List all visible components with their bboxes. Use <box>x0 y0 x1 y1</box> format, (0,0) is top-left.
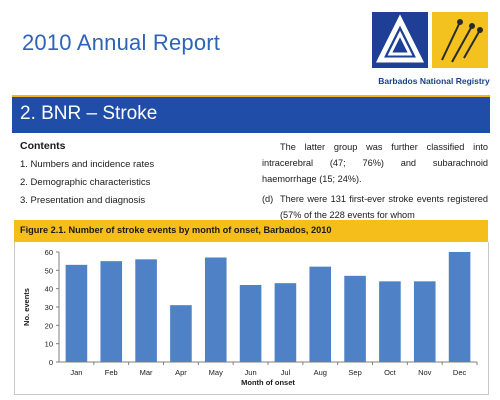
contents-item: 3. Presentation and diagnosis <box>20 195 146 206</box>
x-tick-label: Jul <box>281 368 291 377</box>
bar-nov <box>413 281 436 362</box>
x-tick-label: Jun <box>245 368 257 377</box>
y-axis-title: No. events <box>22 288 31 326</box>
x-axis-title: Month of onset <box>241 378 295 387</box>
chart-frame: 0 10 20 30 40 50 60 Jan Feb Mar Apr May Jun Jul Aug Sep… <box>14 242 489 395</box>
figure-caption: Figure 2.1. Number of stroke events by m… <box>20 225 332 235</box>
body-paragraph: The latter group was further classified … <box>262 142 488 184</box>
stroke-events-bar-chart: 0 10 20 30 40 50 60 Jan Feb Mar Apr May Jun Jul Aug Sep… <box>22 248 478 387</box>
x-tick-label: Mar <box>140 368 153 377</box>
logo-dot-1 <box>457 19 463 25</box>
logo-stroke-1 <box>441 21 461 61</box>
section-header-bar: 2. BNR – Stroke <box>12 95 490 133</box>
logo-dot-3 <box>477 27 483 33</box>
bar-jul <box>274 283 297 362</box>
x-tick-label: Apr <box>175 368 187 377</box>
list-item-d: (d) There were 131 first-ever stroke eve… <box>262 191 488 223</box>
x-tick-label: Sep <box>348 368 361 377</box>
logo-triangle-inner <box>387 30 413 56</box>
logo-dot-2 <box>469 23 475 29</box>
contents-item: 2. Demographic characteristics <box>20 177 151 188</box>
y-tick-label: 20 <box>45 321 53 330</box>
y-tick-label: 30 <box>45 303 53 312</box>
contents-heading: Contents <box>20 140 66 152</box>
bar-aug <box>309 266 332 362</box>
bar-jun <box>239 285 262 362</box>
logo-stroke-2 <box>451 25 473 63</box>
bar-may <box>204 257 227 362</box>
section-title: 2. BNR – Stroke <box>20 103 158 124</box>
bar-jan <box>65 264 88 362</box>
x-tick-label: Nov <box>418 368 432 377</box>
bar-oct <box>379 281 401 362</box>
x-tick-label: Oct <box>384 368 397 377</box>
y-tick-label: 50 <box>45 266 53 275</box>
logo-stroke-3 <box>463 29 481 59</box>
list-item-d-label: (d) <box>262 194 274 204</box>
list-item-d-text: There were 131 first-ever stroke events … <box>280 194 488 220</box>
bar-feb <box>100 261 123 362</box>
bar-sep <box>344 275 366 362</box>
y-tick-label: 10 <box>45 340 53 349</box>
x-tick-label: Jan <box>70 368 82 377</box>
y-tick-label: 60 <box>45 248 53 257</box>
registry-logo <box>372 12 488 68</box>
figure-caption-bar: Figure 2.1. Number of stroke events by m… <box>14 220 488 242</box>
logo-caption: Barbados National Registry <box>378 76 490 86</box>
x-tick-label: Feb <box>105 368 118 377</box>
bar-mar <box>135 259 157 362</box>
x-tick-label: May <box>209 368 223 377</box>
body-text-column: The latter group was further classified … <box>262 139 488 223</box>
y-tick-label: 40 <box>45 285 53 294</box>
contents-item: 1. Numbers and incidence rates <box>20 159 155 170</box>
y-tick-label: 0 <box>49 358 53 367</box>
x-tick-label: Aug <box>314 368 327 377</box>
x-tick-label: Dec <box>453 368 467 377</box>
bar-dec <box>448 252 471 362</box>
contents-list: 1. Numbers and incidence rates 2. Demogr… <box>20 158 154 212</box>
logo-triangle-outer <box>375 14 425 63</box>
report-title: 2010 Annual Report <box>22 30 221 55</box>
bar-apr <box>170 305 192 362</box>
